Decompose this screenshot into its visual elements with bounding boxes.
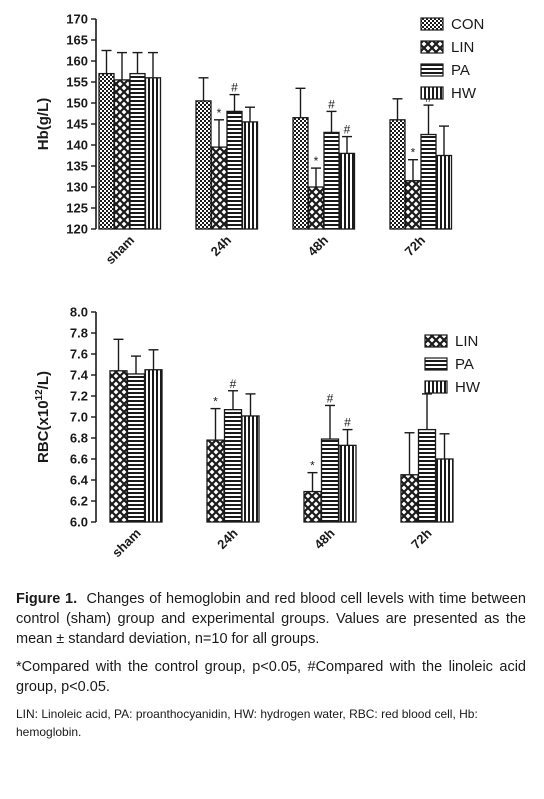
category-label: 72h: [408, 525, 434, 551]
bar-pa-24h: [223, 408, 243, 523]
y-tick-label: 8.0: [70, 305, 88, 320]
legend-swatch-con: [420, 17, 444, 31]
y-axis-label-superscript: 12: [34, 389, 45, 401]
y-tick-label: 170: [66, 12, 88, 27]
bar-hw-72h: [435, 458, 454, 523]
bar-lin-24h: [210, 146, 228, 230]
bar-pa-48h: [320, 438, 340, 523]
bar-pa-72h: [417, 428, 437, 523]
category-label: 24h: [214, 525, 240, 551]
significance-mark: *: [310, 459, 315, 473]
bar-con-72h: [389, 119, 406, 230]
y-axis-label-tail: /L): [35, 371, 52, 389]
category-label: 48h: [311, 525, 337, 551]
bar-hw-48h: [338, 152, 356, 230]
bar-lin-48h: [307, 186, 325, 230]
y-tick-label: 7.2: [70, 389, 88, 404]
legend-label-lin: LIN: [451, 39, 474, 56]
significance-mark: #: [344, 123, 351, 137]
figure-caption-main: Figure 1. Changes of hemoglobin and red …: [16, 589, 526, 649]
bar-hw-48h: [338, 444, 357, 523]
bar-pa-sham: [126, 373, 146, 523]
category-label: sham: [102, 233, 137, 268]
y-tick-label: 6.4: [70, 473, 89, 488]
bar-hw-24h: [241, 121, 259, 230]
y-tick-label: 6.2: [70, 494, 88, 509]
bar-lin-24h: [206, 439, 225, 523]
bar-lin-48h: [303, 490, 322, 523]
figure-label: Figure 1.: [16, 591, 78, 607]
y-tick-label: 6.6: [70, 452, 88, 467]
significance-mark: *: [213, 395, 218, 409]
legend-swatch-pa: [420, 63, 444, 77]
y-axis-label-text: Hb(g/L): [35, 98, 52, 150]
y-tick-label: 6.0: [70, 515, 88, 530]
figure-caption: Figure 1. Changes of hemoglobin and red …: [16, 589, 526, 741]
bar-con-sham: [98, 72, 115, 230]
y-axis-label: RBC(x1012/L): [34, 371, 52, 463]
significance-mark: #: [327, 391, 334, 405]
bar-pa-sham: [129, 72, 146, 230]
bar-lin-72h: [404, 180, 422, 230]
bar-hw-24h: [241, 415, 260, 523]
y-tick-label: 120: [66, 222, 88, 237]
y-tick-label: 7.8: [70, 326, 88, 341]
bar-hw-sham: [144, 369, 163, 523]
y-tick-label: 165: [66, 33, 88, 48]
hb-chart: sham*#24h*##48h*#72h12012513013514014515…: [35, 12, 484, 268]
category-label: sham: [109, 526, 144, 561]
bar-con-24h: [195, 100, 212, 230]
significance-mark: #: [230, 377, 237, 391]
legend-swatch-hw: [420, 86, 444, 100]
legend-label-hw: HW: [451, 85, 477, 102]
legend-swatch-pa: [424, 357, 448, 371]
figure-caption-text: Changes of hemoglobin and red blood cell…: [16, 591, 526, 647]
legend-swatch-lin: [424, 334, 448, 348]
bar-lin-sham: [113, 79, 131, 230]
y-axis-label: Hb(g/L): [35, 98, 52, 150]
y-tick-label: 6.8: [70, 431, 88, 446]
y-tick-label: 150: [66, 96, 88, 111]
significance-mark: #: [231, 81, 238, 95]
legend-label-con: CON: [451, 16, 484, 33]
bar-lin-72h: [400, 474, 419, 523]
significance-note: *Compared with the control group, p<0.05…: [16, 659, 526, 695]
y-tick-label: 7.0: [70, 410, 88, 425]
legend-label-hw: HW: [455, 379, 481, 396]
significance-mark: *: [411, 146, 416, 160]
bar-pa-24h: [226, 110, 243, 230]
y-tick-label: 155: [66, 75, 88, 90]
significance-mark: #: [328, 97, 335, 111]
bar-lin-sham: [109, 370, 128, 523]
y-tick-label: 7.6: [70, 347, 88, 362]
figure-panels: sham * #24h * # #48h * #72h 120 125 130 135 140 145 15…: [34, 12, 484, 561]
y-tick-label: 145: [66, 117, 88, 132]
bar-hw-72h: [435, 154, 453, 230]
y-tick-label: 160: [66, 54, 88, 69]
y-tick-label: 130: [66, 180, 88, 195]
significance-mark: *: [217, 106, 222, 120]
y-tick-label: 125: [66, 201, 88, 216]
y-axis-label-text: RBC(x10: [35, 400, 52, 463]
bar-pa-48h: [323, 131, 340, 230]
bar-hw-sham: [144, 77, 162, 230]
significance-mark: *: [314, 154, 319, 168]
abbreviation-note: LIN: Linoleic acid, PA: proanthocyanidin…: [16, 707, 478, 739]
y-tick-label: 140: [66, 138, 88, 153]
y-tick-label: 7.4: [70, 368, 89, 383]
category-label: 48h: [305, 232, 331, 258]
bar-pa-72h: [420, 133, 437, 230]
rbc-chart: sham * #24h * # #48h 72h 6.0 6.2 6.4 6.6 6.8 7.0 7.2 7…: [34, 305, 481, 561]
legend-label-pa: PA: [451, 62, 470, 79]
category-label: 24h: [208, 232, 234, 258]
legend-label-lin: LIN: [455, 333, 478, 350]
significance-mark: #: [344, 416, 351, 430]
bar-con-48h: [292, 117, 309, 230]
legend-label-pa: PA: [455, 356, 474, 373]
category-label: 72h: [402, 232, 428, 258]
legend-swatch-hw: [424, 380, 448, 394]
y-tick-label: 135: [66, 159, 88, 174]
legend-swatch-lin: [420, 40, 444, 54]
